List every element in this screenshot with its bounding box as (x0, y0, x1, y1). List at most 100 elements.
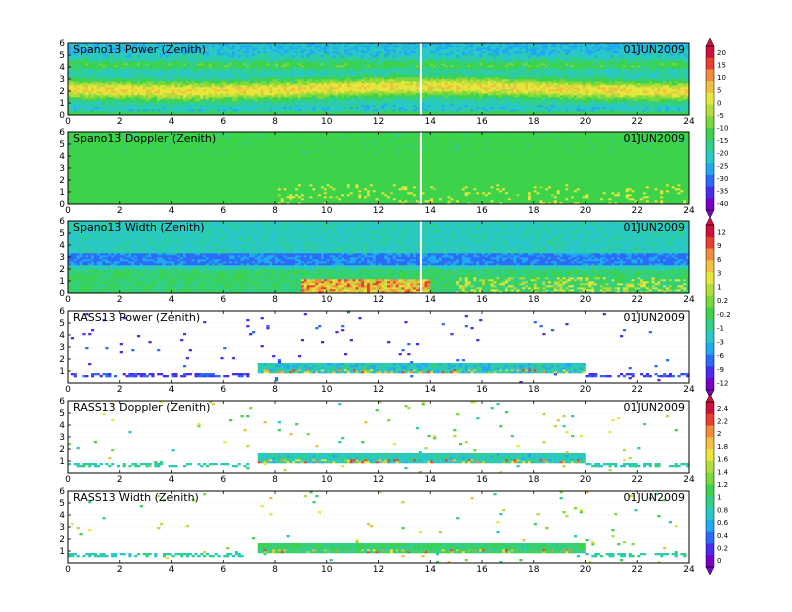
heatmap-cell (183, 69, 187, 72)
heatmap-cell (286, 99, 290, 102)
heatmap-cell (70, 79, 75, 82)
heatmap-cell (280, 63, 284, 66)
heatmap-cell (453, 61, 457, 64)
heatmap-cell (364, 105, 368, 108)
heatmap-cell (438, 105, 443, 108)
heatmap-cell (160, 59, 164, 62)
heatmap-cell (114, 107, 118, 110)
heatmap-cell (88, 109, 92, 112)
heatmap-cell (315, 111, 319, 114)
heatmap-cell (220, 103, 224, 106)
heatmap-cell (119, 53, 123, 56)
heatmap-cell (292, 95, 296, 98)
heatmap-cell (436, 85, 440, 88)
heatmap-cell (183, 65, 187, 68)
heatmap-cell (367, 111, 371, 114)
heatmap-cell (96, 85, 100, 88)
heatmap-cell (111, 79, 115, 82)
heatmap-cell (134, 101, 138, 104)
heatmap-cell (217, 79, 221, 82)
heatmap-cell (257, 77, 261, 80)
heatmap-cell (229, 93, 233, 96)
heatmap-cell (384, 83, 388, 86)
heatmap-cell (461, 51, 466, 54)
heatmap-cell (237, 51, 241, 54)
heatmap-cell (436, 107, 440, 110)
heatmap-cell (390, 49, 394, 52)
heatmap-cell (436, 99, 440, 102)
heatmap-cell (404, 103, 408, 106)
heatmap-cell (234, 89, 238, 92)
heatmap-cell (289, 51, 293, 54)
heatmap-cell (407, 51, 411, 54)
heatmap-cell (329, 61, 333, 64)
heatmap-cell (450, 47, 454, 50)
heatmap-cell (427, 57, 431, 60)
heatmap-cell (438, 47, 443, 50)
heatmap-cell (395, 79, 399, 82)
heatmap-cell (355, 91, 359, 94)
heatmap-cell (364, 51, 368, 54)
heatmap-cell (372, 95, 376, 98)
heatmap-cell (375, 43, 379, 46)
heatmap-cell (355, 105, 359, 108)
heatmap-cell (415, 61, 420, 64)
heatmap-cell (306, 103, 310, 106)
heatmap-cell (358, 61, 362, 64)
heatmap-cell (464, 83, 468, 86)
heatmap-cell (367, 107, 371, 110)
heatmap-cell (82, 67, 86, 70)
heatmap-cell (134, 95, 138, 98)
heatmap-cell (364, 49, 368, 52)
heatmap-cell (99, 87, 103, 90)
heatmap-cell (180, 69, 184, 72)
heatmap-cell (128, 83, 132, 86)
heatmap-cell (200, 65, 204, 68)
heatmap-cell (217, 59, 221, 62)
heatmap-cell (384, 89, 388, 92)
heatmap-cell (102, 93, 106, 96)
heatmap-cell (332, 87, 336, 90)
heatmap-cell (249, 87, 253, 90)
heatmap-cell (415, 75, 420, 78)
heatmap-cell (185, 43, 190, 46)
heatmap-cell (450, 85, 454, 88)
heatmap-cell (111, 85, 115, 88)
heatmap-cell (272, 81, 276, 84)
heatmap-cell (341, 103, 345, 106)
heatmap-cell (177, 69, 181, 72)
heatmap-cell (99, 103, 103, 106)
heatmap-cell (361, 67, 365, 70)
heatmap-cell (364, 99, 368, 102)
heatmap-cell (119, 51, 123, 54)
heatmap-cell (246, 61, 250, 64)
heatmap-cell (105, 47, 109, 50)
heatmap-cell (168, 69, 172, 72)
heatmap-cell (272, 47, 276, 50)
heatmap-cell (375, 77, 379, 80)
heatmap-cell (352, 97, 356, 100)
heatmap-cell (395, 73, 399, 76)
heatmap-cell (375, 51, 379, 54)
heatmap-cell (183, 81, 187, 84)
heatmap-cell (286, 45, 290, 48)
heatmap-cell (180, 87, 184, 90)
heatmap-cell (404, 65, 408, 68)
heatmap-cell (134, 79, 138, 82)
heatmap-cell (168, 71, 172, 74)
heatmap-cell (194, 99, 198, 102)
heatmap-cell (459, 101, 463, 104)
heatmap-cell (461, 63, 466, 66)
heatmap-cell (203, 89, 207, 92)
heatmap-cell (430, 109, 434, 112)
heatmap-cell (303, 65, 307, 68)
heatmap-cell (128, 77, 132, 80)
heatmap-cell (283, 69, 287, 72)
heatmap-cell (450, 89, 454, 92)
heatmap-cell (252, 93, 256, 96)
heatmap-cell (139, 89, 144, 92)
heatmap-cell (289, 77, 293, 80)
heatmap-cell (82, 45, 86, 48)
heatmap-cell (88, 53, 92, 56)
heatmap-cell (464, 89, 468, 92)
